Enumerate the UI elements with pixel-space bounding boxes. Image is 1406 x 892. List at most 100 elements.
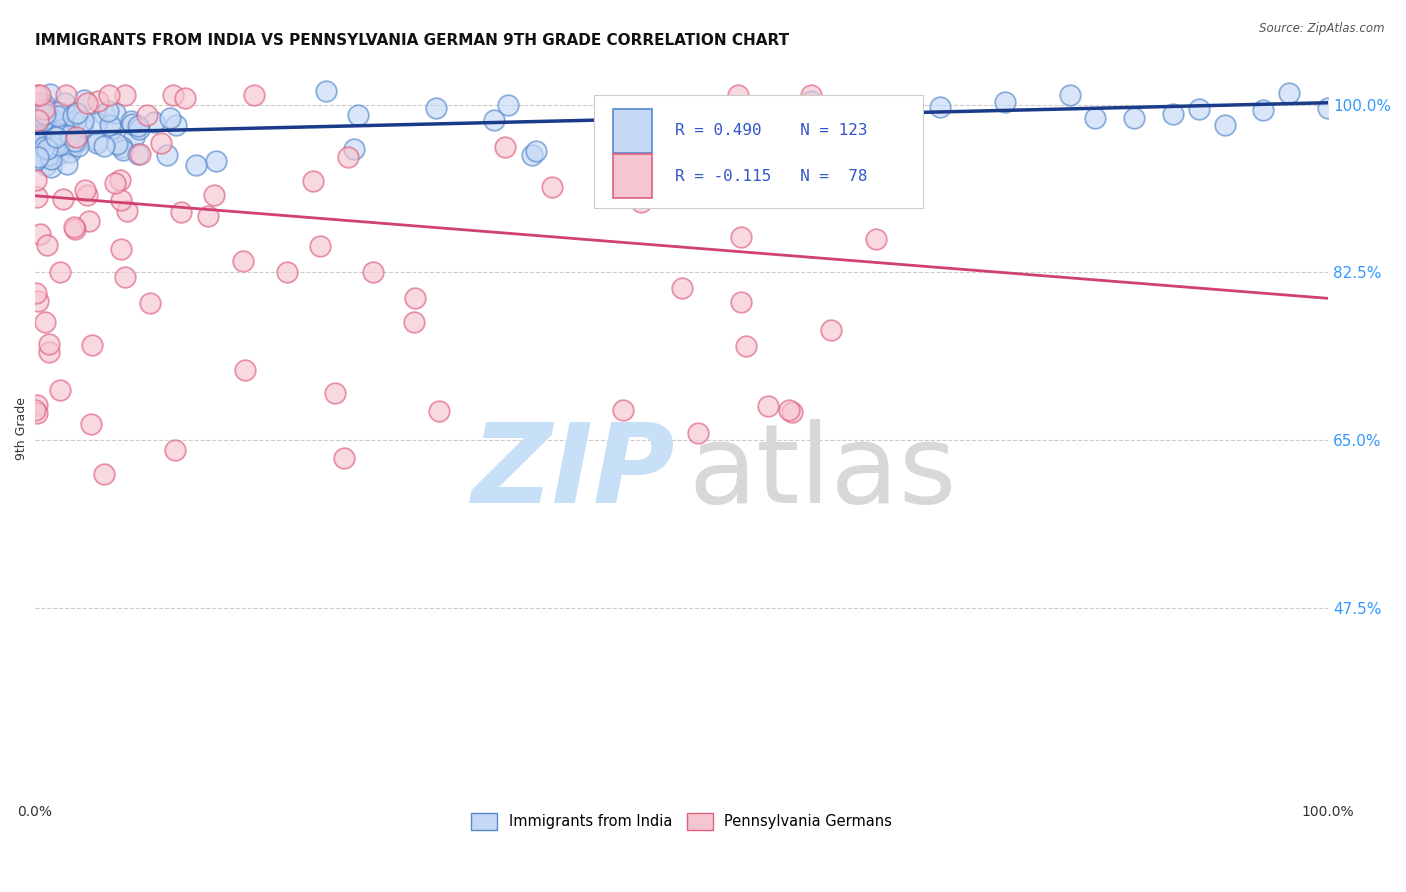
Point (105, 137, 128, 152)
Point (59, 140, 82, 154)
Point (32, 107, 55, 121)
Point (35, 158, 58, 172)
Point (778, 403, 800, 417)
Point (170, 205, 193, 219)
Point (780, 405, 803, 419)
Point (994, 95, 1017, 110)
Point (929, 100, 952, 114)
Bar (613, 154, 652, 198)
FancyBboxPatch shape (593, 95, 924, 208)
Point (1084, 111, 1107, 125)
Point (242, 88, 264, 103)
Point (44, 133, 66, 147)
Point (32, 96, 55, 111)
Point (159, 111, 181, 125)
Text: R = 0.490    N = 123: R = 0.490 N = 123 (675, 123, 868, 138)
Point (104, 105, 127, 120)
Point (315, 84, 337, 98)
Point (162, 88, 184, 103)
Point (38, 345, 60, 359)
Point (820, 323, 842, 337)
Point (735, 339, 758, 353)
Point (34, 315, 56, 329)
Point (127, 146, 149, 161)
Point (25, 190, 48, 204)
Point (800, 88, 823, 103)
Point (37, 237, 59, 252)
Point (52, 114, 75, 128)
Point (53, 117, 76, 131)
Point (44, 134, 66, 148)
Point (66, 135, 89, 149)
Point (122, 130, 145, 145)
Point (55, 113, 77, 128)
Point (110, 243, 132, 257)
Point (56, 156, 79, 170)
Point (24, 117, 46, 131)
Point (800, 95, 823, 109)
Point (184, 158, 207, 172)
Point (38, 131, 60, 145)
Point (143, 115, 166, 129)
Point (128, 122, 150, 136)
Point (65, 221, 87, 235)
Point (77, 213, 100, 227)
Point (49, 265, 72, 279)
Point (27, 406, 49, 420)
Point (86, 136, 108, 150)
Point (404, 316, 426, 330)
Y-axis label: 9th Grade: 9th Grade (15, 397, 28, 459)
Point (56, 119, 79, 133)
Point (76, 188, 98, 202)
Point (336, 150, 359, 164)
Point (756, 400, 779, 414)
Point (30, 128, 52, 142)
Point (111, 140, 134, 154)
Point (24, 153, 46, 167)
Point (25, 120, 48, 134)
Point (127, 120, 149, 134)
Point (38, 135, 60, 149)
Point (86, 133, 108, 147)
Point (612, 403, 634, 417)
Point (56, 111, 79, 125)
Point (27, 294, 49, 309)
Point (347, 108, 370, 122)
Point (524, 144, 547, 158)
Point (1059, 87, 1081, 102)
Point (104, 176, 127, 190)
Point (70, 120, 93, 135)
Point (59, 145, 82, 159)
Point (34, 140, 56, 154)
Point (25, 172, 48, 186)
Point (93, 106, 115, 120)
Point (39, 160, 62, 174)
Point (66, 139, 89, 153)
Point (87, 95, 110, 109)
Point (35, 149, 58, 163)
Point (39, 124, 62, 138)
Point (52, 124, 75, 138)
Point (25, 138, 48, 153)
Legend: Immigrants from India, Pennsylvania Germans: Immigrants from India, Pennsylvania Germ… (465, 807, 898, 836)
Point (865, 232, 887, 246)
Point (34, 113, 56, 128)
Point (27, 126, 49, 140)
Point (62, 136, 84, 151)
Point (205, 154, 228, 169)
Point (35, 110, 58, 124)
Text: IMMIGRANTS FROM INDIA VS PENNSYLVANIA GERMAN 9TH GRADE CORRELATION CHART: IMMIGRANTS FROM INDIA VS PENNSYLVANIA GE… (35, 33, 789, 48)
Point (37, 102, 59, 116)
Point (39, 120, 62, 135)
Point (53, 96, 76, 111)
Point (129, 147, 152, 161)
Point (482, 113, 505, 128)
Point (1123, 111, 1146, 125)
Point (1278, 87, 1301, 101)
Point (520, 147, 543, 161)
Point (232, 253, 254, 268)
Point (31, 109, 53, 123)
Point (25, 88, 48, 103)
Point (114, 88, 136, 103)
Point (688, 425, 710, 440)
